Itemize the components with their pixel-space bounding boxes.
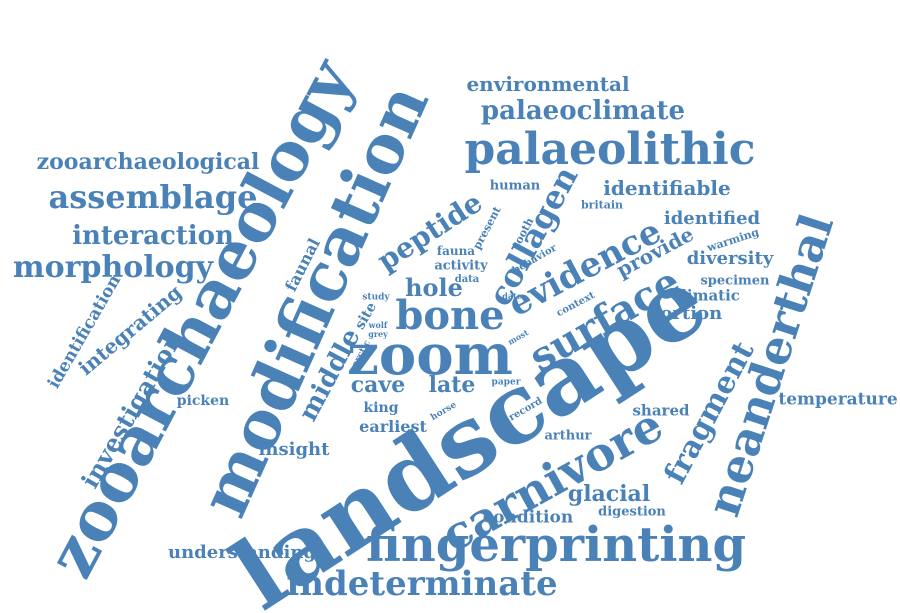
word-arthur: arthur	[544, 428, 592, 444]
word-palaeolithic: palaeolithic	[464, 124, 756, 175]
word-picken: picken	[176, 393, 230, 409]
word-identified: identified	[663, 208, 761, 229]
word-indeterminate: indeterminate	[286, 564, 558, 604]
word-fingerprinting: fingerprinting	[365, 517, 747, 573]
word-bone: bone	[395, 292, 505, 339]
word-glacial: glacial	[567, 481, 651, 507]
word-paper: paper	[491, 377, 521, 388]
word-king: king	[363, 400, 399, 416]
word-insight: insight	[258, 439, 330, 460]
word-shared: shared	[632, 401, 690, 420]
word-date: date	[502, 291, 522, 301]
word-activity: activity	[434, 258, 488, 274]
word-diversity: diversity	[686, 248, 774, 269]
word-interaction: interaction	[72, 221, 234, 251]
word-morphology: morphology	[12, 250, 214, 285]
word-human: human	[489, 178, 541, 194]
word-grey: grey	[368, 329, 388, 339]
word-late: late	[428, 372, 476, 398]
word-zooarchaeological: zooarchaeological	[36, 149, 260, 175]
word-fauna: fauna	[436, 244, 476, 258]
word-data: data	[454, 274, 480, 285]
word-climatic: climatic	[672, 286, 740, 305]
word-identifiable: identifiable	[603, 176, 731, 200]
word-zoom: zoom	[347, 322, 513, 388]
word-assemblage: assemblage	[48, 178, 258, 216]
word-understanding: understanding	[168, 542, 316, 563]
word-digestion: digestion	[598, 504, 666, 520]
word-wolf: wolf	[368, 320, 388, 330]
word-condition: condition	[482, 507, 574, 528]
word-study: study	[362, 292, 390, 303]
word-palaeoclimate: palaeoclimate	[480, 96, 686, 126]
word-specimen: specimen	[700, 273, 770, 289]
word-britain: britain	[580, 198, 624, 212]
word-cave: cave	[350, 372, 406, 398]
word-portion: portion	[647, 303, 723, 324]
word-temperature: temperature	[778, 389, 898, 410]
word-environmental: environmental	[466, 72, 630, 96]
word-earliest: earliest	[359, 417, 427, 436]
word-hole: hole	[405, 273, 463, 302]
